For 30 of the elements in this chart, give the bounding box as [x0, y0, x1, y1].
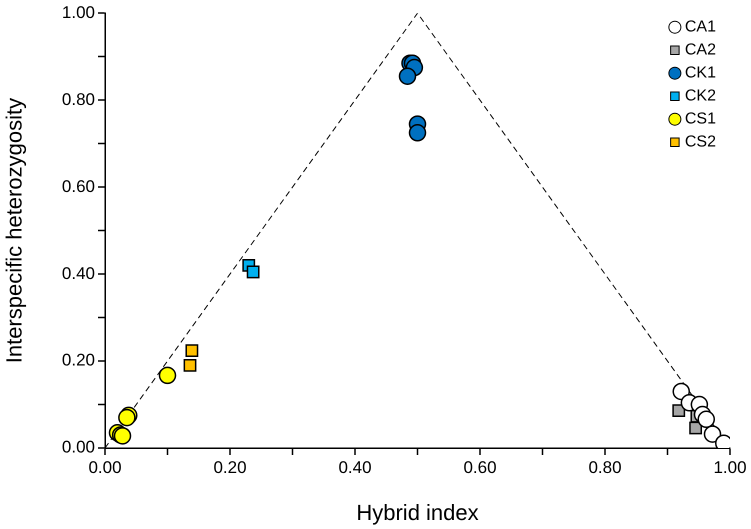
y-tick-label: 0.00	[62, 438, 95, 457]
y-tick-label: 0.80	[62, 90, 95, 109]
y-tick-label: 1.00	[62, 2, 95, 22]
point	[408, 124, 426, 142]
point	[672, 382, 690, 400]
legend-label: CA2	[684, 42, 716, 59]
x-tick-label: 0.00	[88, 458, 122, 477]
x-tick-label: 0.40	[338, 458, 372, 477]
x-tick-label: 0.80	[588, 458, 622, 477]
legend-label: CK1	[684, 64, 716, 82]
point	[158, 366, 176, 384]
legend-label: CS1	[684, 110, 716, 128]
point	[698, 410, 715, 428]
point	[184, 358, 196, 372]
x-tick-label: 0.60	[463, 458, 497, 477]
legend-label: CA1	[684, 18, 716, 36]
legend-label: CK2	[684, 88, 716, 105]
y-tick-label: 0.60	[62, 176, 95, 196]
point	[185, 344, 198, 358]
point	[398, 67, 416, 85]
x-axis-title: Hybrid index	[356, 500, 479, 525]
legend-label: CS2	[684, 134, 716, 151]
y-tick-label: 0.40	[62, 264, 95, 283]
x-tick-label: 0.20	[213, 458, 247, 477]
y-axis-title: Interspecific heterozygosity	[1, 98, 26, 364]
y-tick-label: 0.20	[62, 350, 95, 370]
point	[689, 422, 702, 434]
x-tick-label: 1.00	[713, 458, 747, 477]
point	[704, 425, 722, 443]
point	[246, 266, 260, 278]
